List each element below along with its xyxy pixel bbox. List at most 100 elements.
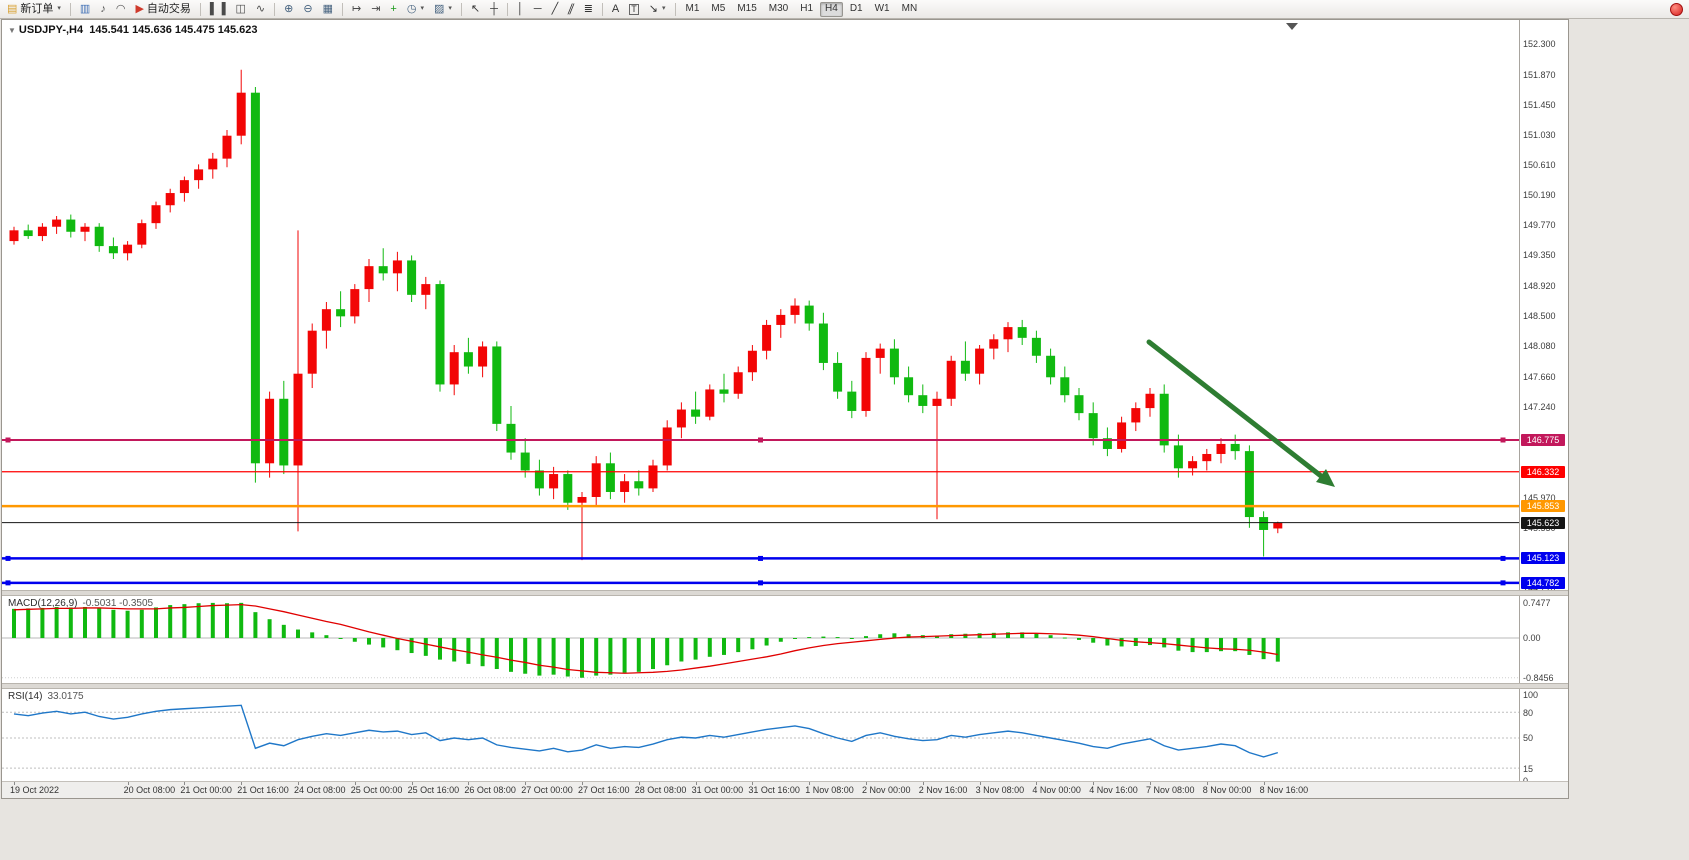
toolbar-separator [506, 2, 508, 16]
cursor-button[interactable]: ↖ [467, 2, 484, 17]
line-chart-button[interactable]: ∿ [252, 2, 269, 17]
panel-divider-1[interactable] [2, 589, 1568, 596]
time-axis-label: 26 Oct 08:00 [464, 785, 516, 796]
templates-icon: ▨ [433, 2, 445, 15]
rsi-canvas[interactable] [2, 689, 1519, 781]
text-button[interactable]: A [608, 2, 623, 17]
new-order-button[interactable]: ▤ 新订单 ▾ [3, 2, 65, 17]
periods-caret-icon: ▾ [420, 5, 424, 12]
toolbar-separator [69, 2, 71, 16]
templates-button[interactable]: ▨ ▾ [430, 2, 456, 17]
sound-alert-button[interactable]: ♪ [96, 2, 110, 17]
timeframe-m1-button[interactable]: M1 [681, 2, 705, 17]
hline-handle[interactable] [758, 437, 763, 443]
macd-histogram [12, 602, 1280, 678]
timeframe-w1-button[interactable]: W1 [870, 2, 895, 17]
time-axis-label: 31 Oct 00:00 [691, 785, 744, 796]
zoom-out-button[interactable]: ⊖ [299, 2, 316, 17]
autotrading-button[interactable]: ▶ 自动交易 [131, 2, 194, 17]
hline-handle[interactable] [1500, 580, 1506, 586]
timeframe-h4-button[interactable]: H4 [820, 1, 843, 17]
main-chart-canvas[interactable] [2, 20, 1519, 590]
rsi-label: RSI(14) 33.0175 [8, 691, 84, 702]
main-plot: ▼ USDJPY-,H4 145.541 145.636 145.475 145.… [2, 20, 1519, 590]
time-axis-label: 27 Oct 16:00 [578, 785, 630, 796]
text-label-icon: T [629, 3, 639, 15]
zoom-out-icon: ⊖ [303, 2, 313, 15]
time-axis-label: 21 Oct 00:00 [180, 785, 232, 796]
vertical-line-button[interactable]: │ [513, 2, 528, 17]
text-label-button[interactable]: T [625, 2, 643, 17]
time-axis-label: 8 Nov 16:00 [1259, 785, 1309, 796]
timeframe-h1-button[interactable]: H1 [795, 2, 818, 17]
time-axis-tick [468, 782, 470, 786]
hline-handle[interactable] [5, 437, 11, 443]
timeframe-mn-button[interactable]: MN [897, 2, 923, 17]
tile-windows-icon: ▦ [322, 2, 333, 15]
trendline-button[interactable]: ╱ [548, 2, 563, 17]
hline-handle[interactable] [5, 555, 11, 561]
trend-arrow[interactable] [1146, 339, 1335, 487]
toolbar-separator [674, 2, 676, 16]
panel-divider-2[interactable] [2, 683, 1568, 690]
main-price-panel: ▼ USDJPY-,H4 145.541 145.636 145.475 145.… [2, 20, 1568, 590]
horizontal-line-button[interactable]: ─ [530, 2, 546, 17]
autotrading-icon: ▶ [135, 2, 144, 15]
connection-status-icon[interactable] [1670, 3, 1683, 16]
h4-label: H4 [825, 3, 838, 14]
price-tick: 149.770 [1523, 220, 1556, 231]
macd-name: MACD(12,26,9) [8, 597, 78, 609]
periods-button[interactable]: ◷ ▾ [403, 2, 428, 17]
candlestick-chart-button[interactable]: ◫ [232, 2, 250, 17]
time-axis[interactable]: 19 Oct 2022 20 Oct 08:00 21 Oct 00:00 21 Oc… [2, 781, 1568, 798]
chart-symbol-period: USDJPY-,H4 [18, 24, 84, 36]
m1-label: M1 [685, 3, 700, 14]
chart-shift-button[interactable]: ⇥ [367, 2, 384, 17]
rsi-axis-tick: 80 [1523, 707, 1534, 718]
hline-handle[interactable] [1500, 555, 1506, 561]
auto-scroll-button[interactable]: ↦ [348, 2, 365, 17]
trend-arrow-head [1316, 469, 1335, 487]
market-watch-icon: ▥ [79, 2, 91, 15]
hline-handle[interactable] [5, 580, 11, 586]
fibonacci-button[interactable]: ≣ [580, 2, 597, 17]
chart-ohlc-values: 145.541 145.636 145.475 145.623 [89, 24, 258, 36]
hline-handle[interactable] [758, 555, 763, 561]
macd-canvas[interactable] [2, 596, 1519, 684]
autotrading-label: 自动交易 [146, 3, 191, 15]
macd-axis-tick: -0.8456 [1523, 672, 1554, 683]
rsi-axis-tick: 50 [1523, 733, 1534, 744]
equidistant-channel-button[interactable]: ∥ [564, 2, 578, 17]
w1-label: W1 [874, 3, 890, 14]
hline-handle[interactable] [1500, 437, 1506, 443]
timeframe-m15-button[interactable]: M15 [732, 2, 761, 17]
price-badge-145.853: 145.853 [1521, 500, 1565, 513]
new-order-icon: ▤ [7, 2, 18, 15]
macd-axis-tick: 0.7477 [1523, 597, 1551, 608]
hline-handle[interactable] [758, 580, 763, 586]
new-order-label: 新订单 [20, 3, 54, 15]
candles-layer [9, 69, 1283, 561]
chart-title: ▼ USDJPY-,H4 145.541 145.636 145.475 145.… [8, 24, 257, 36]
time-axis-label: 20 Oct 08:00 [123, 785, 176, 796]
toolbar-separator [199, 2, 201, 16]
arrows-tool-button[interactable]: ↘ ▾ [645, 2, 670, 17]
tile-windows-button[interactable]: ▦ [319, 2, 337, 17]
chart-shift-marker[interactable] [1286, 23, 1298, 30]
timeframe-m5-button[interactable]: M5 [706, 2, 730, 17]
time-axis-label: 2 Nov 00:00 [862, 785, 911, 796]
crosshair-button[interactable]: ┼ [486, 2, 502, 17]
rsi-axis-tick: 100 [1523, 690, 1539, 701]
time-axis-label: 21 Oct 16:00 [237, 785, 289, 796]
indicators-button[interactable]: + [386, 2, 400, 17]
horizontal-lines-layer[interactable] [2, 437, 1519, 586]
market-watch-button[interactable]: ▥ [76, 2, 94, 17]
zoom-in-button[interactable]: ⊕ [280, 2, 297, 17]
chart-collapse-icon[interactable]: ▼ [8, 26, 16, 35]
bar-chart-button[interactable]: ▌▐ [206, 2, 230, 17]
timeframe-m30-button[interactable]: M30 [764, 2, 793, 17]
community-button[interactable]: ◠ [112, 2, 130, 17]
timeframe-d1-button[interactable]: D1 [845, 2, 868, 17]
time-axis-tick [809, 782, 811, 786]
macd-plot: MACD(12,26,9) -0.5031 -0.3505 [2, 595, 1519, 684]
